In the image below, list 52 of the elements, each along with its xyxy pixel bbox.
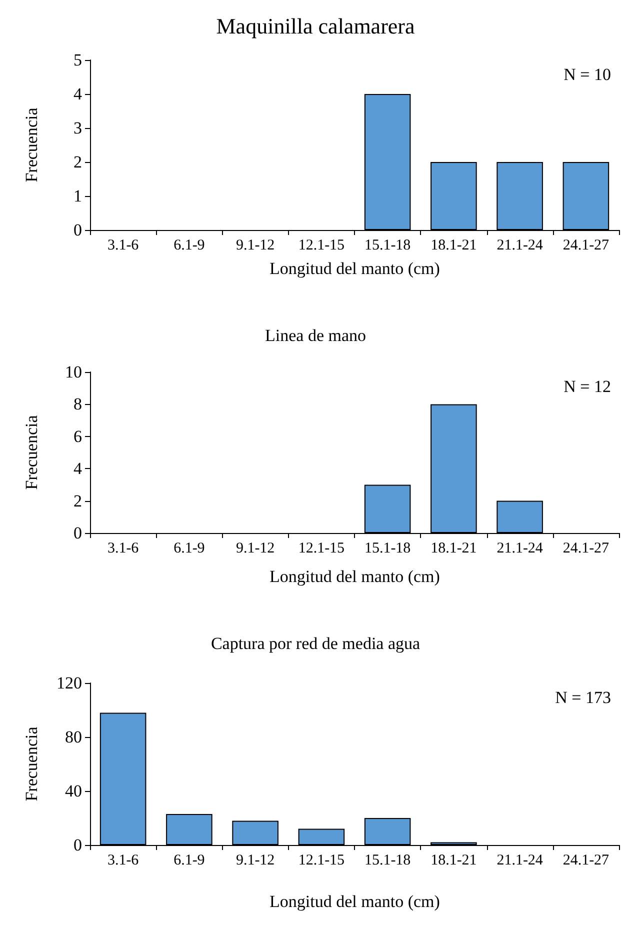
chart-title: Linea de mano: [264, 326, 366, 345]
chart-title: Maquinilla calamarera: [216, 14, 415, 38]
x-tick-label: 21.1-24: [496, 238, 544, 254]
y-tick-label: 1: [74, 186, 82, 206]
x-tick-label: 3.1-6: [107, 238, 140, 254]
x-tick-label: 15.1-18: [364, 540, 411, 556]
y-axis-title: Frecuencia: [22, 107, 41, 182]
y-tick-label: 4: [74, 84, 82, 104]
x-tick-label: 12.1-15: [298, 852, 345, 868]
y-tick-label: 2: [74, 152, 82, 172]
chart-title: Captura por red de media agua: [210, 634, 421, 653]
annotation: N = 12: [564, 377, 612, 396]
y-axis-title: Frecuencia: [22, 726, 41, 802]
y-tick-label: 8: [74, 394, 82, 414]
x-tick-label: 9.1-12: [236, 540, 275, 556]
y-tick-label: 3: [74, 118, 82, 138]
x-tick-label: 24.1-27: [562, 852, 610, 868]
y-tick-label: 2: [74, 491, 82, 510]
y-tick-label: 6: [74, 426, 82, 446]
x-tick-label: 6.1-9: [174, 540, 205, 556]
x-axis-title: Longitud del manto (cm): [270, 259, 440, 278]
y-tick-label: 4: [74, 459, 82, 478]
x-tick-label: 24.1-27: [562, 238, 610, 254]
x-tick-label: 12.1-15: [298, 238, 345, 254]
y-tick-label: 0: [74, 836, 82, 854]
x-tick-label: 18.1-21: [430, 852, 477, 868]
x-tick-label: 3.1-6: [107, 540, 140, 556]
x-axis-title: Longitud del manto (cm): [270, 567, 440, 586]
x-tick-label: 18.1-21: [430, 238, 477, 254]
y-axis-title: Frecuencia: [22, 414, 41, 490]
x-tick-label: 24.1-27: [562, 540, 610, 556]
y-tick-label: 120: [56, 674, 82, 692]
x-tick-label: 15.1-18: [364, 852, 411, 868]
y-tick-label: 40: [65, 782, 82, 800]
y-tick-label: 0: [74, 524, 82, 542]
annotation: N = 10: [564, 65, 612, 84]
x-tick-label: 9.1-12: [236, 238, 275, 254]
y-tick-label: 0: [74, 220, 82, 240]
annotation: N = 173: [555, 688, 612, 707]
x-tick-label: 3.1-6: [107, 852, 140, 868]
x-tick-label: 12.1-15: [298, 540, 345, 556]
x-tick-label: 15.1-18: [364, 238, 411, 254]
y-tick-label: 10: [65, 362, 82, 382]
x-tick-label: 21.1-24: [496, 540, 544, 556]
y-tick-label: 80: [65, 728, 82, 746]
x-tick-label: 6.1-9: [174, 852, 205, 868]
x-axis-title: Longitud del manto (cm): [270, 892, 440, 911]
x-tick-label: 9.1-12: [236, 852, 275, 868]
x-tick-label: 18.1-21: [430, 540, 477, 556]
x-tick-label: 6.1-9: [174, 238, 205, 254]
y-tick-label: 5: [74, 50, 82, 70]
x-tick-label: 21.1-24: [496, 852, 544, 868]
